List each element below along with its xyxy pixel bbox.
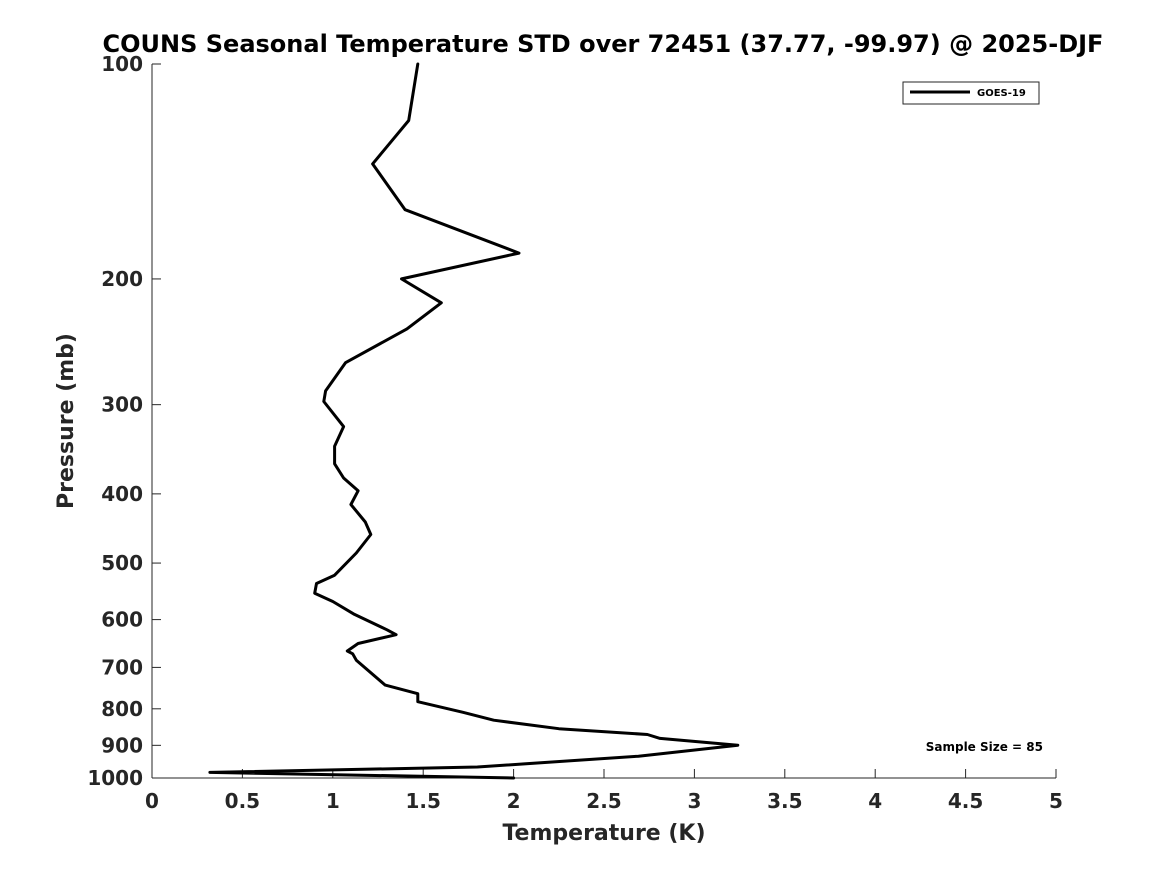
- x-tick-label: 2: [507, 789, 521, 813]
- chart-title: COUNS Seasonal Temperature STD over 7245…: [103, 30, 1104, 58]
- x-tick-label: 5: [1049, 789, 1063, 813]
- y-axis-label: Pressure (mb): [54, 333, 79, 509]
- legend: GOES-19: [902, 81, 1040, 105]
- series-line-goes-19: [208, 62, 740, 780]
- x-ticks: 0 0.5 1 1.5 2 2.5 3 3.5 4 4.5 5: [145, 769, 1063, 813]
- x-tick-label: 4: [868, 789, 882, 813]
- y-tick-label: 600: [101, 608, 143, 632]
- y-tick-label: 800: [101, 697, 143, 721]
- y-tick-label: 700: [101, 655, 143, 679]
- legend-box: [902, 81, 1040, 105]
- series-layer: [208, 62, 740, 780]
- y-tick-label: 1000: [87, 766, 143, 790]
- x-tick-label: 0: [145, 789, 159, 813]
- y-tick-label: 300: [101, 393, 143, 417]
- y-tick-label: 900: [101, 733, 143, 757]
- x-tick-label: 1: [326, 789, 340, 813]
- y-tick-label: 500: [101, 551, 143, 575]
- x-tick-label: 3.5: [767, 789, 802, 813]
- legend-label-goes-19: GOES-19: [977, 88, 1026, 99]
- x-tick-label: 2.5: [586, 789, 621, 813]
- y-tick-label: 400: [101, 482, 143, 506]
- y-tick-label: 100: [101, 52, 143, 76]
- y-tick-label: 200: [101, 267, 143, 291]
- x-tick-label: 1.5: [405, 789, 440, 813]
- x-axis-label: Temperature (K): [502, 821, 705, 846]
- x-tick-label: 3: [687, 789, 701, 813]
- x-tick-label: 4.5: [948, 789, 983, 813]
- y-ticks: 100 200 300 400 500 600 700 800 900 1000: [87, 52, 161, 790]
- sample-size-annotation: Sample Size = 85: [926, 740, 1043, 754]
- x-tick-label: 0.5: [225, 789, 260, 813]
